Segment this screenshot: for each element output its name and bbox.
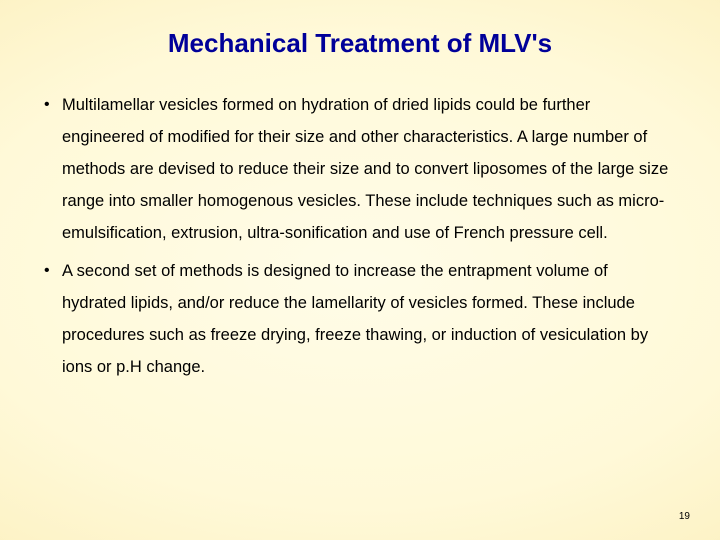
slide: Mechanical Treatment of MLV's • Multilam… [0, 0, 720, 540]
bullet-marker-icon: • [44, 89, 62, 121]
bullet-item: • A second set of methods is designed to… [44, 255, 676, 383]
page-number: 19 [679, 511, 690, 522]
bullet-item: • Multilamellar vesicles formed on hydra… [44, 89, 676, 249]
bullet-text: Multilamellar vesicles formed on hydrati… [62, 89, 676, 249]
slide-title: Mechanical Treatment of MLV's [36, 28, 684, 59]
bullet-marker-icon: • [44, 255, 62, 287]
slide-body: • Multilamellar vesicles formed on hydra… [36, 89, 684, 383]
bullet-text: A second set of methods is designed to i… [62, 255, 676, 383]
